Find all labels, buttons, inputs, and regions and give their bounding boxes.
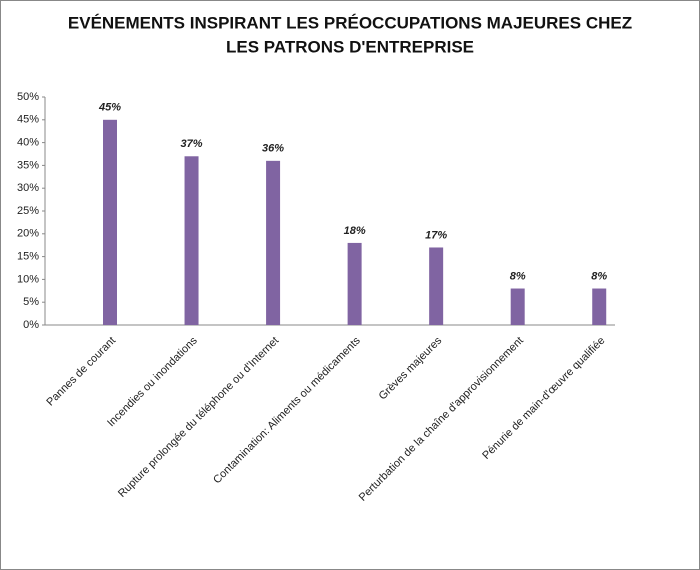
y-tick-label: 15% [17, 251, 39, 263]
value-label: 45% [98, 102, 121, 114]
y-tick-label: 25% [17, 205, 39, 217]
bar [103, 119, 117, 325]
y-tick-label: 40% [17, 137, 39, 149]
bar [266, 160, 281, 325]
y-tick-label: 10% [17, 273, 39, 285]
y-tick-label: 35% [17, 159, 39, 171]
bar [347, 242, 362, 325]
y-tick-label: 50% [17, 91, 39, 103]
value-label: 37% [181, 138, 203, 150]
y-tick-label: 0% [23, 319, 39, 331]
value-label: 17% [425, 229, 447, 241]
y-tick-label: 30% [17, 182, 39, 194]
y-tick-label: 20% [17, 228, 39, 240]
value-label: 8% [510, 270, 526, 282]
bar [592, 288, 607, 325]
chart-title: EVÉNEMENTS INSPIRANT LES PRÉOCCUPATIONS … [68, 13, 632, 32]
y-tick-label: 5% [23, 296, 39, 308]
bar [510, 288, 525, 325]
bar [429, 247, 444, 325]
bar [184, 156, 199, 325]
y-tick-label: 45% [17, 114, 39, 126]
value-label: 36% [262, 143, 284, 155]
chart-title: LES PATRONS D'ENTREPRISE [226, 37, 474, 56]
value-label: 18% [344, 225, 366, 237]
value-label: 8% [591, 270, 607, 282]
